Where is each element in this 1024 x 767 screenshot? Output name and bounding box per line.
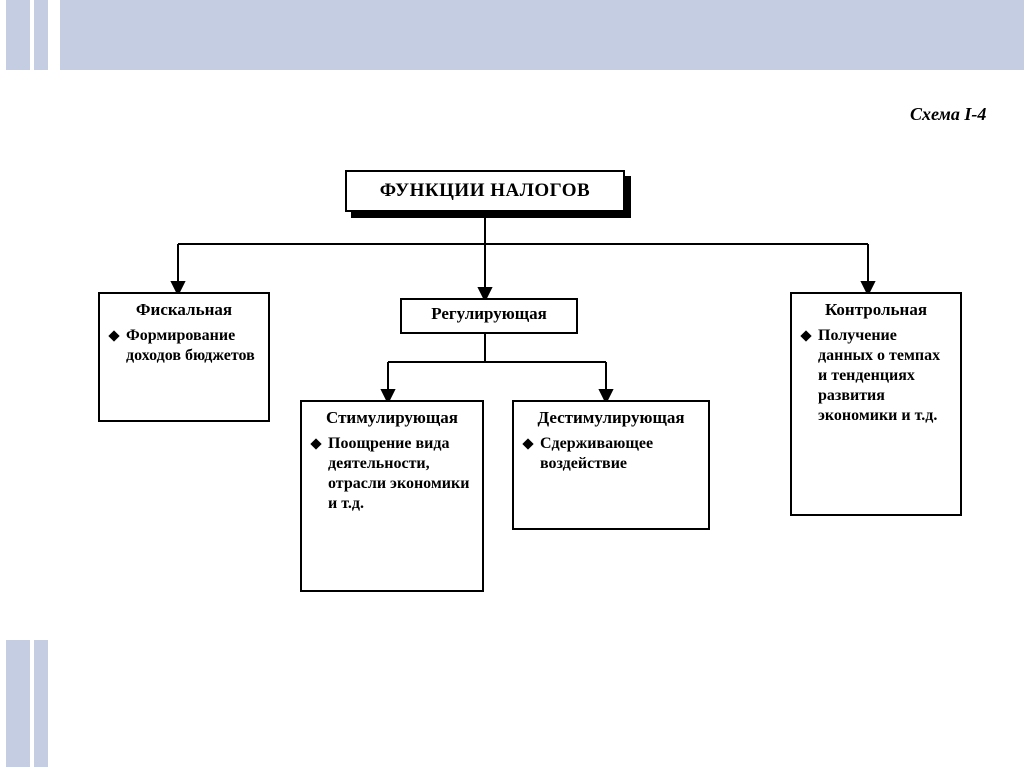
node-stimulating-head: Стимулирующая: [312, 408, 472, 428]
node-stimulating: Стимулирующая Поощрение вида деятельност…: [300, 400, 484, 592]
node-stimulating-bullet-text: Поощрение вида деятельности, отрасли эко…: [328, 434, 472, 514]
node-stimulating-bullet: Поощрение вида деятельности, отрасли эко…: [312, 434, 472, 514]
node-destimulating-bullet: Сдерживающее воздействие: [524, 434, 698, 474]
level2-connectors: [0, 0, 1024, 767]
diamond-icon: [310, 438, 321, 449]
node-destimulating-head: Дестимулирующая: [524, 408, 698, 428]
node-destimulating-bullet-text: Сдерживающее воздействие: [540, 434, 698, 474]
diamond-icon: [522, 438, 533, 449]
node-destimulating: Дестимулирующая Сдерживающее воздействие: [512, 400, 710, 530]
diagram-canvas: Схема I-4 ФУНКЦИИ НАЛОГОВ Фискальная Фор…: [0, 0, 1024, 767]
